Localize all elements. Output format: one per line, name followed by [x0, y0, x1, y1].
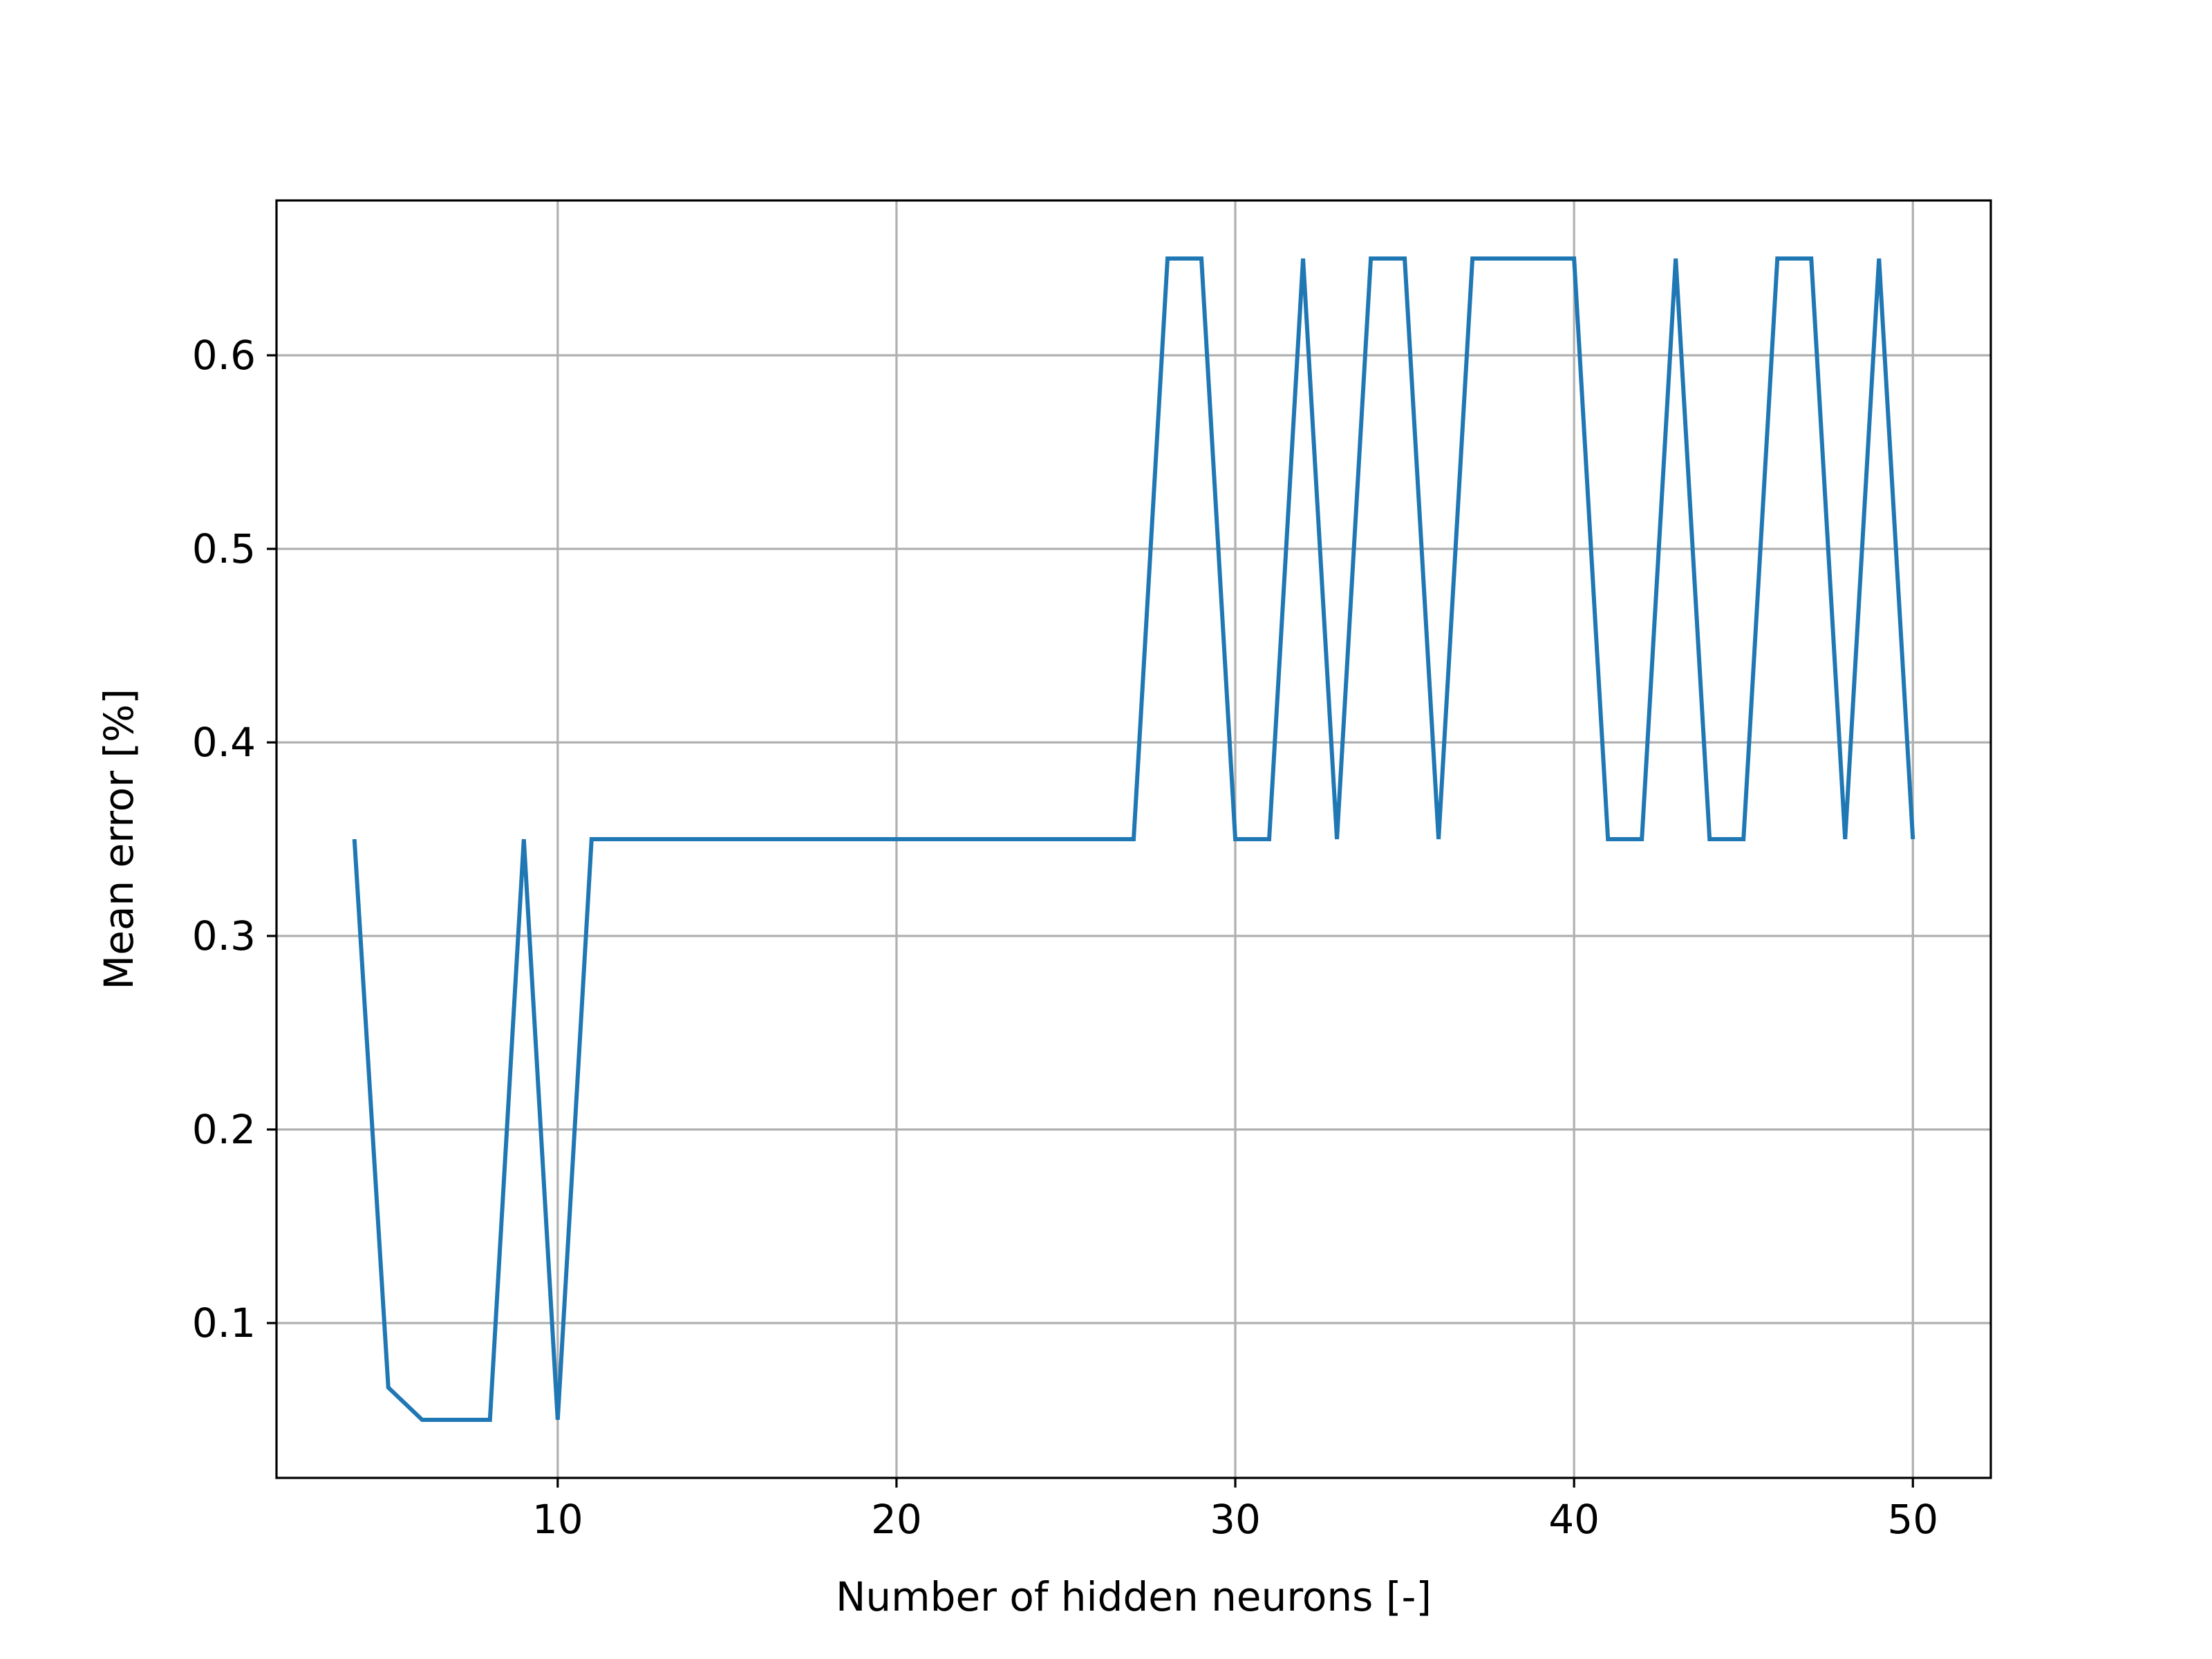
- data-point: [1845, 839, 1846, 840]
- data-point: [896, 839, 897, 840]
- y-axis-ticks: 0.1 0.2 0.3 0.4 0.5 0.6: [192, 332, 276, 1347]
- y-tick-label: 0.3: [192, 912, 256, 959]
- y-tick-label: 0.1: [192, 1300, 256, 1347]
- data-point: [1608, 839, 1609, 840]
- data-point: [1438, 839, 1439, 840]
- x-tick-label: 10: [532, 1496, 583, 1543]
- y-tick-label: 0.4: [192, 719, 256, 766]
- data-point: [557, 1420, 558, 1421]
- x-tick-label: 30: [1210, 1496, 1261, 1543]
- data-point: [591, 839, 592, 840]
- data-point: [1099, 839, 1100, 840]
- data-point: [760, 839, 761, 840]
- data-point: [1269, 839, 1270, 840]
- data-point: [354, 839, 355, 840]
- x-tick-label: 50: [1887, 1496, 1938, 1543]
- y-tick-label: 0.2: [192, 1106, 256, 1153]
- axes-frame: [275, 199, 1992, 1479]
- data-point: [1065, 839, 1066, 840]
- x-axis-label: Number of hidden neurons [-]: [836, 1573, 1432, 1620]
- data-point: [1743, 839, 1744, 840]
- data-point: [794, 839, 795, 840]
- data-point: [1235, 839, 1236, 840]
- x-axis-ticks: 10 20 30 40 50: [532, 1478, 1938, 1543]
- data-point: [1031, 839, 1032, 840]
- y-tick-label: 0.5: [192, 525, 256, 572]
- data-point: [1337, 839, 1338, 840]
- x-tick-label: 40: [1548, 1496, 1600, 1543]
- x-tick-label: 20: [871, 1496, 922, 1543]
- data-point: [862, 839, 863, 840]
- data-point: [523, 839, 524, 840]
- data-point: [997, 839, 998, 840]
- series-line: [352, 256, 1915, 1422]
- data-point: [489, 1420, 490, 1421]
- data-point: [625, 839, 626, 840]
- series-layer: [352, 256, 1915, 1422]
- data-point: [1709, 839, 1710, 840]
- y-tick-label: 0.6: [192, 332, 256, 379]
- y-axis-label: Mean error [%]: [95, 688, 142, 990]
- data-point: [828, 839, 829, 840]
